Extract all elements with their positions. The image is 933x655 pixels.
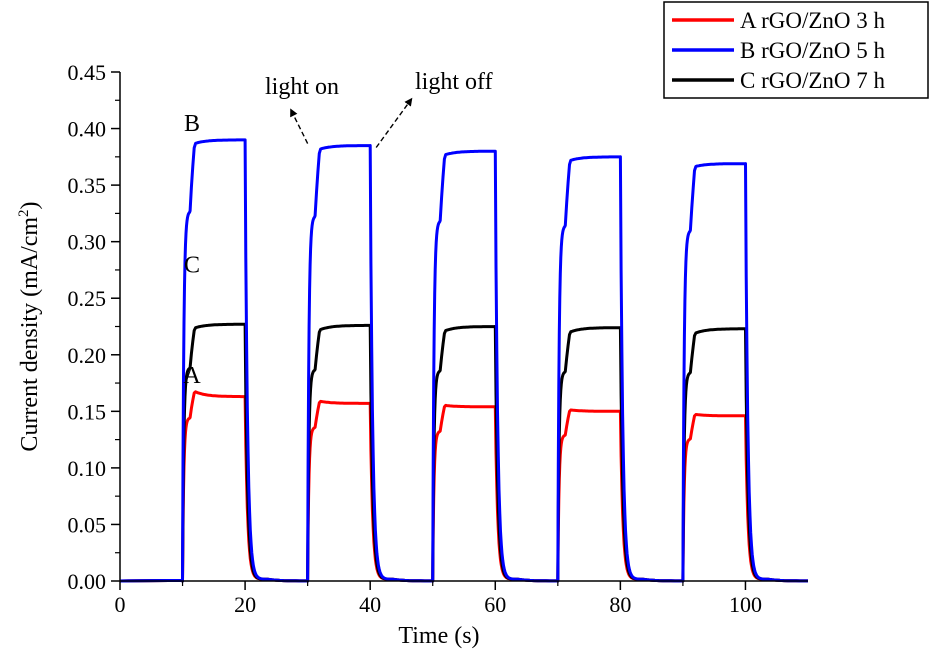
series-line-b	[119, 138, 808, 583]
y-tick-label: 0.00	[68, 569, 107, 594]
legend: A rGO/ZnO 3 h B rGO/ZnO 5 h C rGO/ZnO 7 h	[663, 1, 929, 99]
x-tick-label: 40	[359, 592, 381, 617]
x-tick-label: 60	[484, 592, 506, 617]
series-layer	[119, 138, 808, 583]
curve-label-b: B	[184, 111, 200, 137]
legend-entry: B rGO/ZnO 5 h	[740, 38, 886, 63]
arrow-light-off	[375, 97, 413, 148]
y-axis-label-close: )	[17, 201, 43, 209]
y-tick-label: 0.40	[68, 117, 107, 142]
y-tick-label: 0.15	[68, 399, 107, 424]
curve-labels: B C A	[183, 111, 201, 389]
x-tick-label: 100	[729, 592, 762, 617]
series-line-a	[119, 390, 808, 583]
legend-entry: C rGO/ZnO 7 h	[740, 68, 886, 93]
x-tick-label: 80	[609, 592, 631, 617]
y-axis-label: Current density (mA/cm2)	[16, 201, 43, 451]
y-axis-label-sup: 2	[16, 209, 32, 217]
x-tick-label: 20	[234, 592, 256, 617]
y-tick-label: 0.20	[68, 343, 107, 368]
axes: 0 20 40 60 80 100 0.00 0.05 0.10 0.15 0.20 0.25 0.3…	[68, 60, 808, 617]
y-ticks: 0.00 0.05 0.10 0.15 0.20 0.25 0.30 0.35 0.40 0.45	[68, 60, 120, 594]
x-axis-label: Time (s)	[398, 623, 479, 649]
y-tick-label: 0.10	[68, 456, 107, 481]
y-tick-label: 0.45	[68, 60, 107, 85]
annotation-light-on: light on	[265, 74, 339, 100]
y-tick-label: 0.05	[68, 512, 107, 537]
y-tick-label: 0.35	[68, 173, 107, 198]
curve-label-c: C	[184, 252, 200, 278]
arrow-light-on	[290, 108, 309, 144]
x-tick-label: 0	[115, 592, 126, 617]
series-line-c	[119, 322, 808, 583]
x-ticks: 0 20 40 60 80 100	[115, 581, 762, 617]
y-tick-label: 0.25	[68, 286, 107, 311]
curve-label-a: A	[183, 363, 201, 389]
legend-entry: A rGO/ZnO 3 h	[740, 8, 886, 33]
annotations: light on light off	[265, 69, 493, 148]
annotation-light-off: light off	[415, 69, 493, 95]
y-tick-label: 0.30	[68, 230, 107, 255]
y-axis-label-main: Current density (mA/cm	[17, 217, 43, 452]
